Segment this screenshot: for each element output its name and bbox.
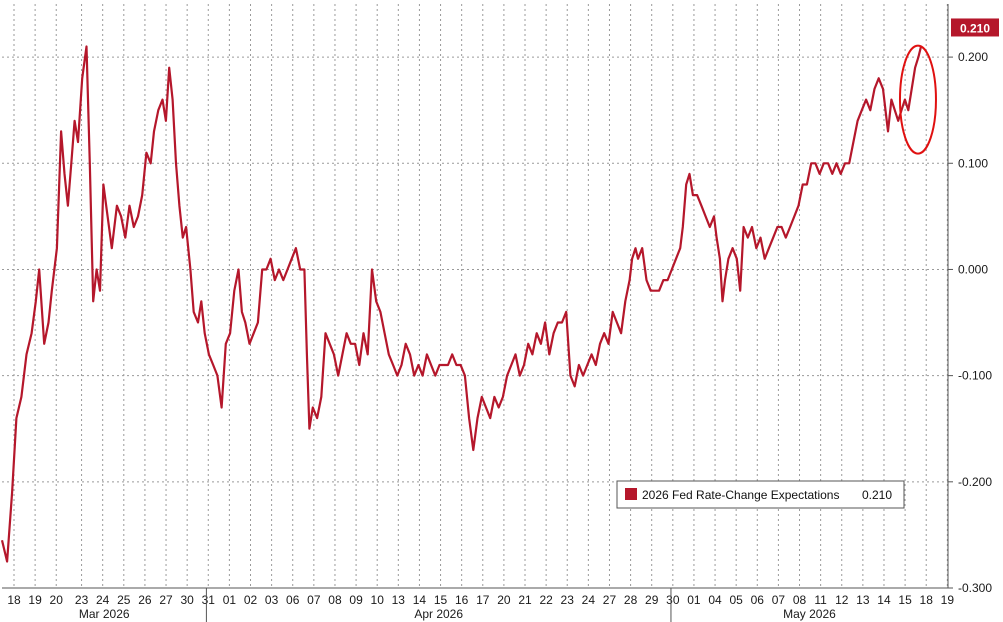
- x-tick-label: 02: [244, 593, 258, 607]
- x-tick-label: 31: [202, 593, 216, 607]
- x-tick-label: 19: [28, 593, 42, 607]
- x-tick-label: 01: [223, 593, 237, 607]
- month-label: May 2026: [783, 607, 836, 621]
- x-tick-label: 26: [138, 593, 152, 607]
- series-layer: [0, 45, 923, 563]
- legend-series-value: 0.210: [862, 488, 892, 502]
- y-axis: 0.200 0.100 0.000 -0.100 -0.200 -0.300: [947, 4, 992, 595]
- highlight-ellipse: [898, 44, 937, 155]
- x-tick-label: 16: [455, 593, 469, 607]
- x-tick-label: 06: [751, 593, 765, 607]
- x-tick-label: 15: [898, 593, 912, 607]
- x-tick-label: 27: [603, 593, 617, 607]
- x-tick-label: 07: [772, 593, 786, 607]
- x-tick-label: 22: [539, 593, 553, 607]
- x-tick-label: 18: [7, 593, 21, 607]
- x-tick-label: 25: [117, 593, 131, 607]
- last-value-label: 0.210: [960, 21, 990, 35]
- y-tick-label: -0.300: [958, 581, 992, 595]
- annotation-layer: 0.210: [898, 18, 999, 155]
- legend-series-name: 2026 Fed Rate-Change Expectations: [642, 488, 839, 502]
- month-label: Apr 2026: [414, 607, 463, 621]
- x-tick-label: 10: [371, 593, 385, 607]
- x-tick-label: 30: [666, 593, 680, 607]
- y-tick-label: 0.100: [958, 156, 988, 170]
- x-tick-label: 20: [497, 593, 511, 607]
- x-tick-label: 09: [349, 593, 363, 607]
- x-tick-label: 14: [413, 593, 427, 607]
- x-axis: 18 19 20 23 24 25 26 27 30 31 01 02 03 06 07 08 09 10 13 14…: [2, 587, 955, 622]
- x-tick-label: 23: [561, 593, 575, 607]
- x-tick-label: 14: [877, 593, 891, 607]
- x-tick-label: 12: [835, 593, 849, 607]
- x-tick-label: 06: [286, 593, 300, 607]
- x-tick-label: 24: [582, 593, 596, 607]
- x-tick-label: 11: [814, 593, 827, 607]
- x-tick-label: 08: [793, 593, 807, 607]
- x-tick-label: 07: [307, 593, 321, 607]
- x-tick-label: 15: [434, 593, 448, 607]
- legend: 2026 Fed Rate-Change Expectations 0.210: [616, 480, 905, 509]
- last-value-badge: [951, 18, 999, 37]
- y-tick-label: 0.000: [958, 262, 988, 276]
- x-tick-label: 28: [624, 593, 638, 607]
- x-tick-label: 21: [518, 593, 532, 607]
- x-tick-label: 04: [708, 593, 722, 607]
- x-tick-label: 19: [941, 593, 955, 607]
- x-tick-label: 03: [265, 593, 279, 607]
- x-tick-label: 13: [856, 593, 870, 607]
- x-tick-label: 01: [687, 593, 701, 607]
- x-tick-label: 24: [96, 593, 110, 607]
- x-tick-label: 30: [180, 593, 194, 607]
- x-tick-label: 17: [476, 593, 490, 607]
- legend-box: [616, 480, 905, 509]
- legend-swatch: [625, 488, 637, 500]
- x-tick-label: 08: [328, 593, 342, 607]
- y-tick-label: -0.200: [958, 475, 992, 489]
- month-label: Mar 2026: [79, 607, 130, 621]
- x-tick-label: 13: [392, 593, 406, 607]
- x-tick-label: 18: [920, 593, 934, 607]
- series-line: [0, 45, 923, 563]
- x-tick-label: 20: [50, 593, 64, 607]
- y-tick-label: 0.200: [958, 50, 988, 64]
- x-tick-label: 29: [645, 593, 659, 607]
- x-tick-label: 27: [159, 593, 173, 607]
- y-tick-label: -0.100: [958, 369, 992, 383]
- x-tick-label: 05: [729, 593, 743, 607]
- x-tick-label: 23: [75, 593, 89, 607]
